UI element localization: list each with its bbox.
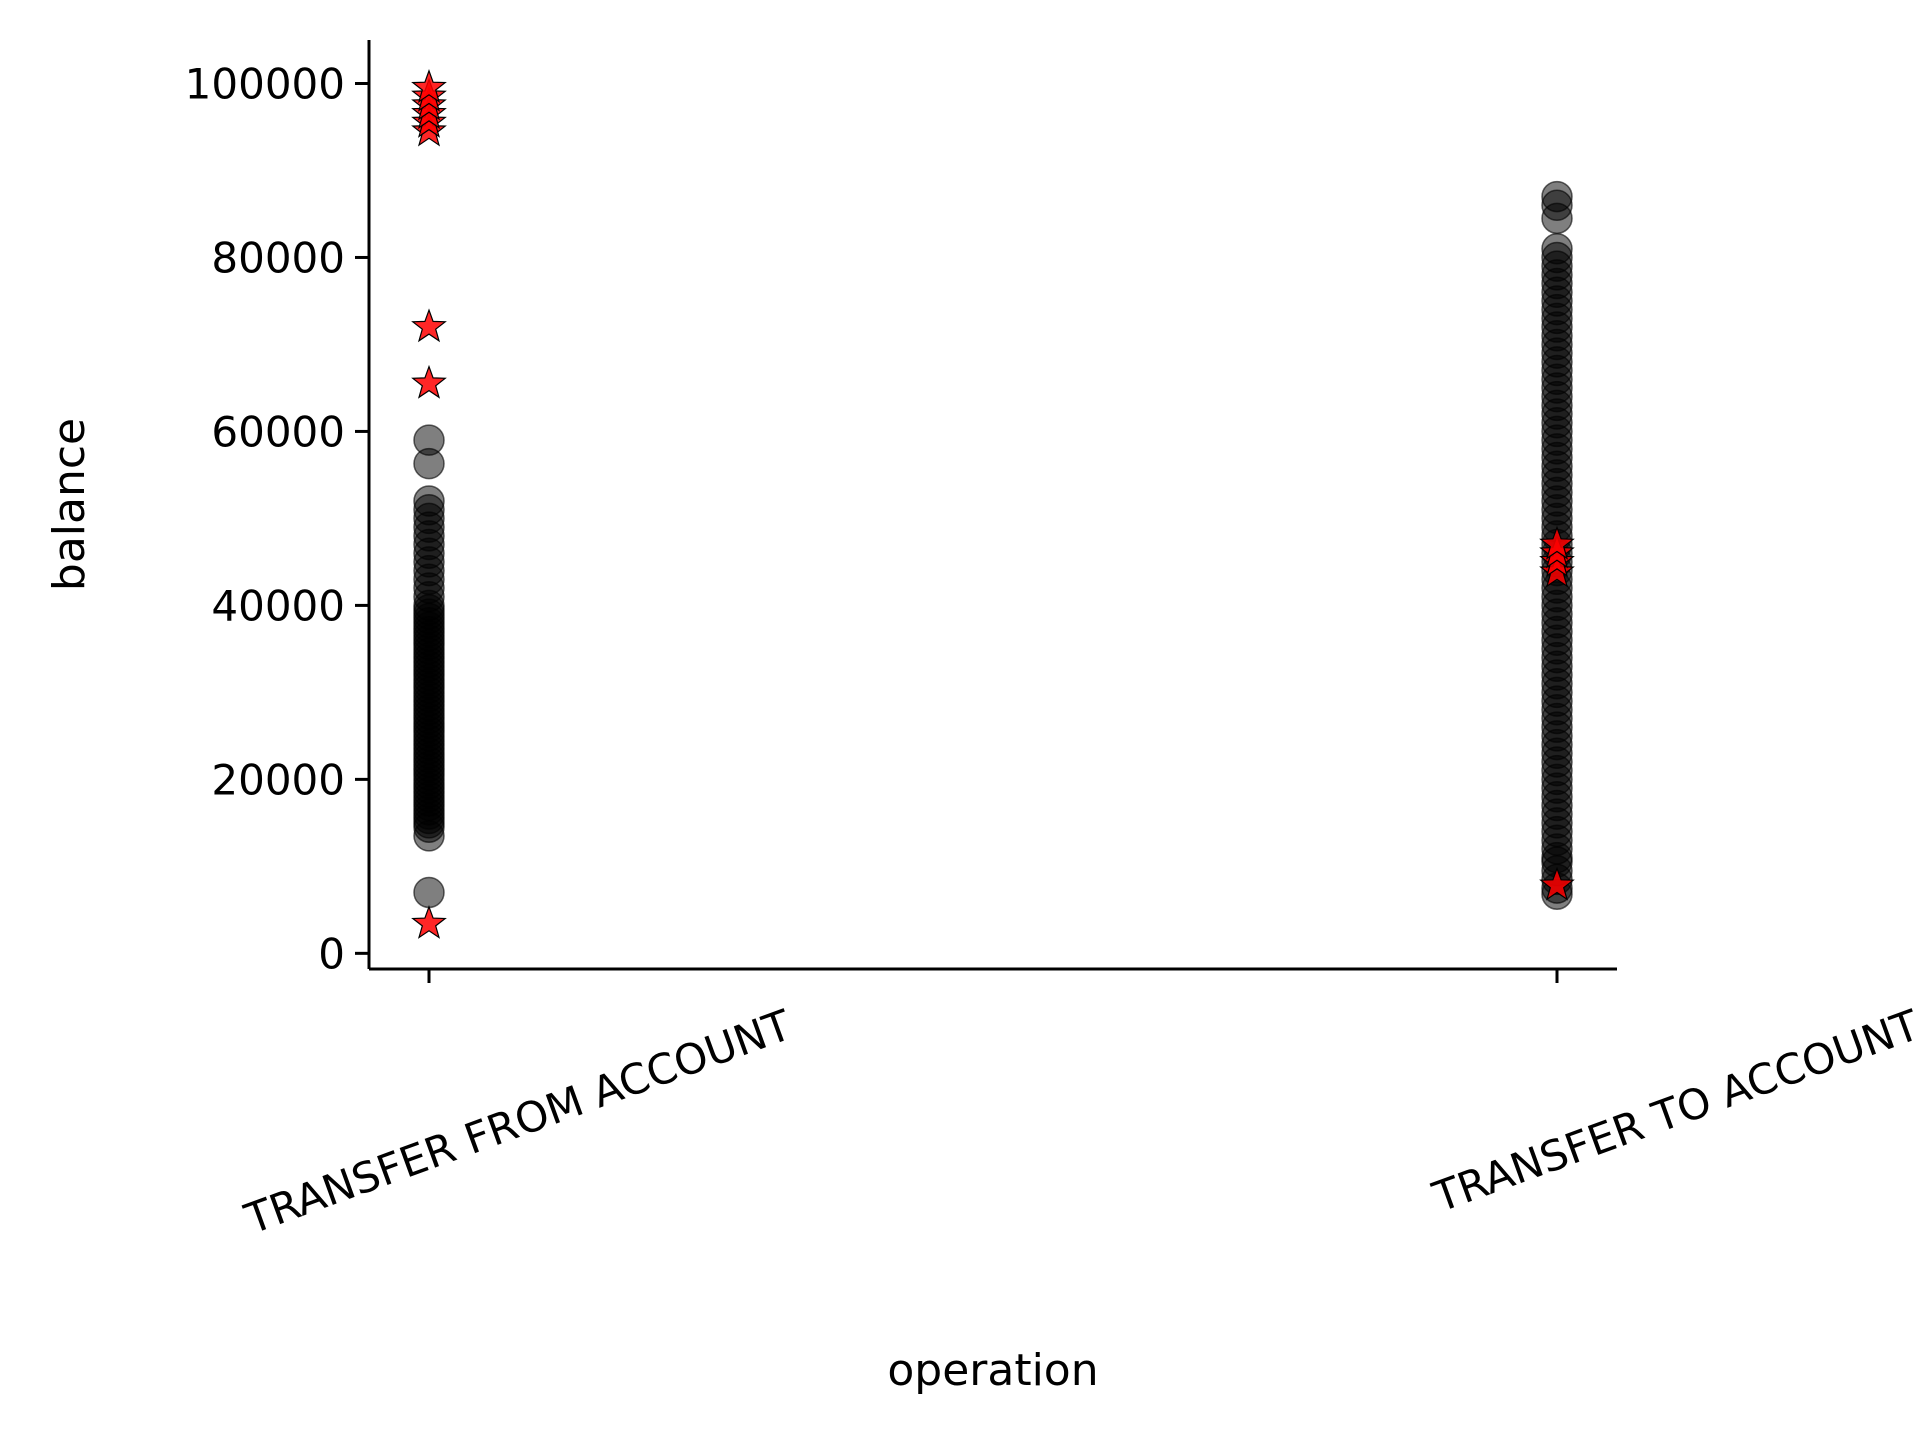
y-ticks: 0 20000 40000 60000 80000 100000: [185, 59, 369, 978]
x-tick-label: TRANSFER TO ACCOUNT: [1426, 1000, 1917, 1222]
x-ticks: TRANSFER FROM ACCOUNT TRANSFER TO ACCOUNT: [238, 969, 1917, 1244]
data-point-anomaly: [1539, 525, 1575, 560]
y-tick-label: 100000: [185, 59, 345, 108]
data-point-normal: [413, 424, 445, 456]
axes-layer: [367, 40, 1617, 971]
y-tick-label: 60000: [211, 407, 345, 456]
y-axis-label: balance: [44, 418, 95, 591]
data-point-normal: [413, 485, 445, 517]
data-point-anomaly: [411, 364, 447, 399]
data-point-anomaly: [411, 69, 447, 104]
data-point-normal: [413, 876, 445, 909]
y-tick-label: 40000: [211, 581, 345, 630]
data-point-anomaly: [411, 905, 447, 939]
x-tick-label: TRANSFER FROM ACCOUNT: [238, 1000, 798, 1244]
y-tick-label: 20000: [211, 755, 345, 804]
data-point-anomaly: [1539, 553, 1575, 588]
data-point-anomaly: [411, 308, 447, 343]
y-tick-label: 80000: [211, 233, 345, 282]
y-tick-label: 0: [318, 929, 345, 978]
data-point-anomaly: [1539, 866, 1575, 901]
x-axis-label: operation: [887, 1345, 1098, 1396]
points-layer: [411, 69, 1575, 939]
data-point-normal: [1541, 180, 1573, 213]
data-point-normal: [1541, 233, 1573, 265]
